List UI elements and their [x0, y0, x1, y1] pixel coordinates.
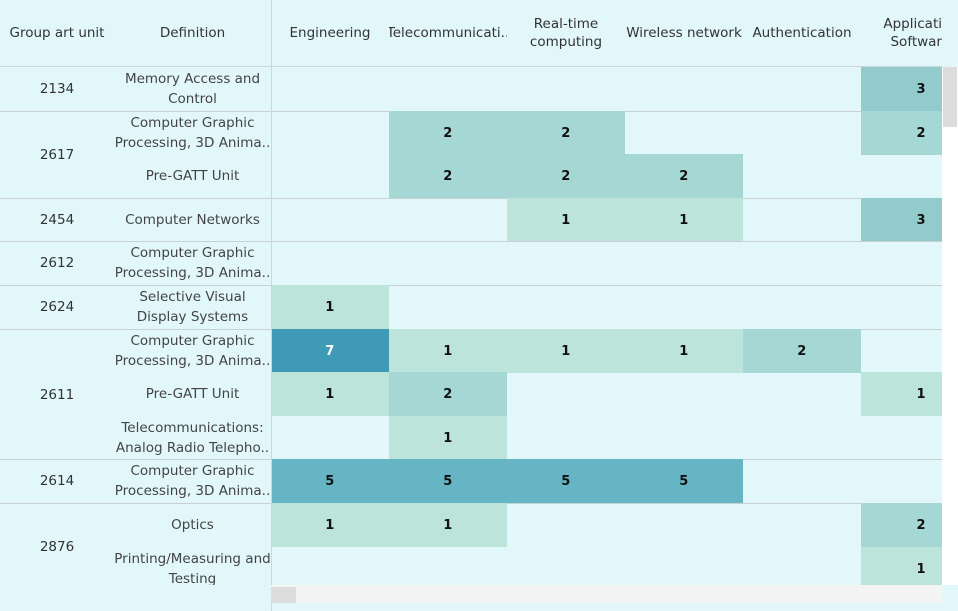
- group-divider: [0, 285, 942, 286]
- heatmap-cell[interactable]: 2: [625, 154, 743, 198]
- heatmap-cell[interactable]: 2: [389, 154, 507, 198]
- group-divider: [0, 198, 942, 199]
- group-art-unit-label: 2611: [39, 386, 75, 403]
- definition-label: Computer Graphic Processing, 3D Anima..: [114, 463, 271, 499]
- heatmap-cell[interactable]: 1: [625, 198, 743, 242]
- row-header-group-art-unit: Group art unit: [9, 25, 105, 41]
- header-divider: [0, 66, 942, 67]
- heatmap-cell[interactable]: 2: [389, 111, 507, 155]
- heatmap-cell[interactable]: 7: [271, 329, 389, 373]
- definition-label: Optics: [171, 517, 214, 533]
- heatmap-cell[interactable]: 1: [861, 547, 942, 585]
- horizontal-scrollbar-thumb[interactable]: [271, 587, 296, 603]
- heatmap-cell[interactable]: 1: [271, 372, 389, 416]
- definition-label: Selective Visual Display Systems: [136, 289, 249, 325]
- heatmap-cell[interactable]: 5: [507, 459, 625, 503]
- heatmap-cell[interactable]: 1: [507, 198, 625, 242]
- heatmap-cell[interactable]: 3: [861, 67, 942, 111]
- definition-label: Printing/Measuring and Testing: [114, 551, 271, 585]
- definition-label: Telecommunications: Analog Radio Telepho…: [115, 420, 270, 456]
- group-art-unit-label: 2617: [39, 146, 75, 163]
- column-headers: Group art unit Definition Engineering Tel…: [0, 0, 958, 66]
- heatmap-cell[interactable]: 1: [271, 285, 389, 329]
- column-header: Telecommunicati..: [389, 25, 507, 41]
- heatmap-cell[interactable]: 2: [507, 111, 625, 155]
- definition-label: Computer Graphic Processing, 3D Anima..: [114, 245, 271, 281]
- heatmap-cell[interactable]: 2: [389, 372, 507, 416]
- group-art-unit-label: 2134: [39, 81, 75, 97]
- heatmap-cell[interactable]: 1: [625, 329, 743, 373]
- group-art-unit-label: 2624: [39, 299, 75, 315]
- heatmap-cell[interactable]: 1: [389, 329, 507, 373]
- heatmap-cell[interactable]: 2: [861, 111, 942, 155]
- horizontal-scrollbar[interactable]: [271, 585, 942, 603]
- group-art-unit-label: 2614: [39, 473, 75, 489]
- heatmap-cell[interactable]: 5: [271, 459, 389, 503]
- heatmap-cell[interactable]: 2: [743, 329, 861, 373]
- vertical-scrollbar-thumb[interactable]: [943, 67, 957, 127]
- definition-label: Pre-GATT Unit: [145, 168, 240, 184]
- row-header-definition: Definition: [159, 25, 226, 41]
- heatmap-cell[interactable]: 1: [271, 503, 389, 547]
- group-divider: [0, 241, 942, 242]
- definition-label: Computer Networks: [125, 212, 260, 228]
- column-header: Engineering: [289, 25, 371, 41]
- group-art-unit-label: 2612: [39, 255, 75, 271]
- heatmap-cell[interactable]: 2: [507, 154, 625, 198]
- heatmap-cell[interactable]: 3: [861, 198, 942, 242]
- heatmap-cell[interactable]: 5: [389, 459, 507, 503]
- group-art-unit-label: 2454: [39, 212, 75, 228]
- definition-label: Memory Access and Control: [124, 71, 261, 107]
- column-header: Wireless network: [626, 25, 742, 41]
- definition-label: Computer Graphic Processing, 3D Anima..: [114, 115, 271, 151]
- definition-label: Pre-GATT Unit: [145, 386, 240, 402]
- row-header-divider: [271, 0, 272, 611]
- heatmap-cell[interactable]: 2: [861, 503, 942, 547]
- heatmap-cell[interactable]: 5: [625, 459, 743, 503]
- column-header: Applicati Softwar: [883, 16, 942, 50]
- vertical-scrollbar[interactable]: [942, 67, 958, 585]
- heatmap-cell[interactable]: 1: [507, 329, 625, 373]
- group-art-unit-label: 2876: [39, 538, 75, 555]
- column-header: Authentication: [752, 25, 852, 41]
- heatmap-cell[interactable]: 1: [861, 372, 942, 416]
- table-body: 2134 Memory Access and Control 3 2617 Comput…: [0, 67, 942, 585]
- heatmap-cell[interactable]: 1: [389, 416, 507, 460]
- heatmap-cell[interactable]: 1: [389, 503, 507, 547]
- definition-label: Computer Graphic Processing, 3D Anima..: [114, 333, 271, 369]
- column-header: Real-time computing: [529, 16, 603, 50]
